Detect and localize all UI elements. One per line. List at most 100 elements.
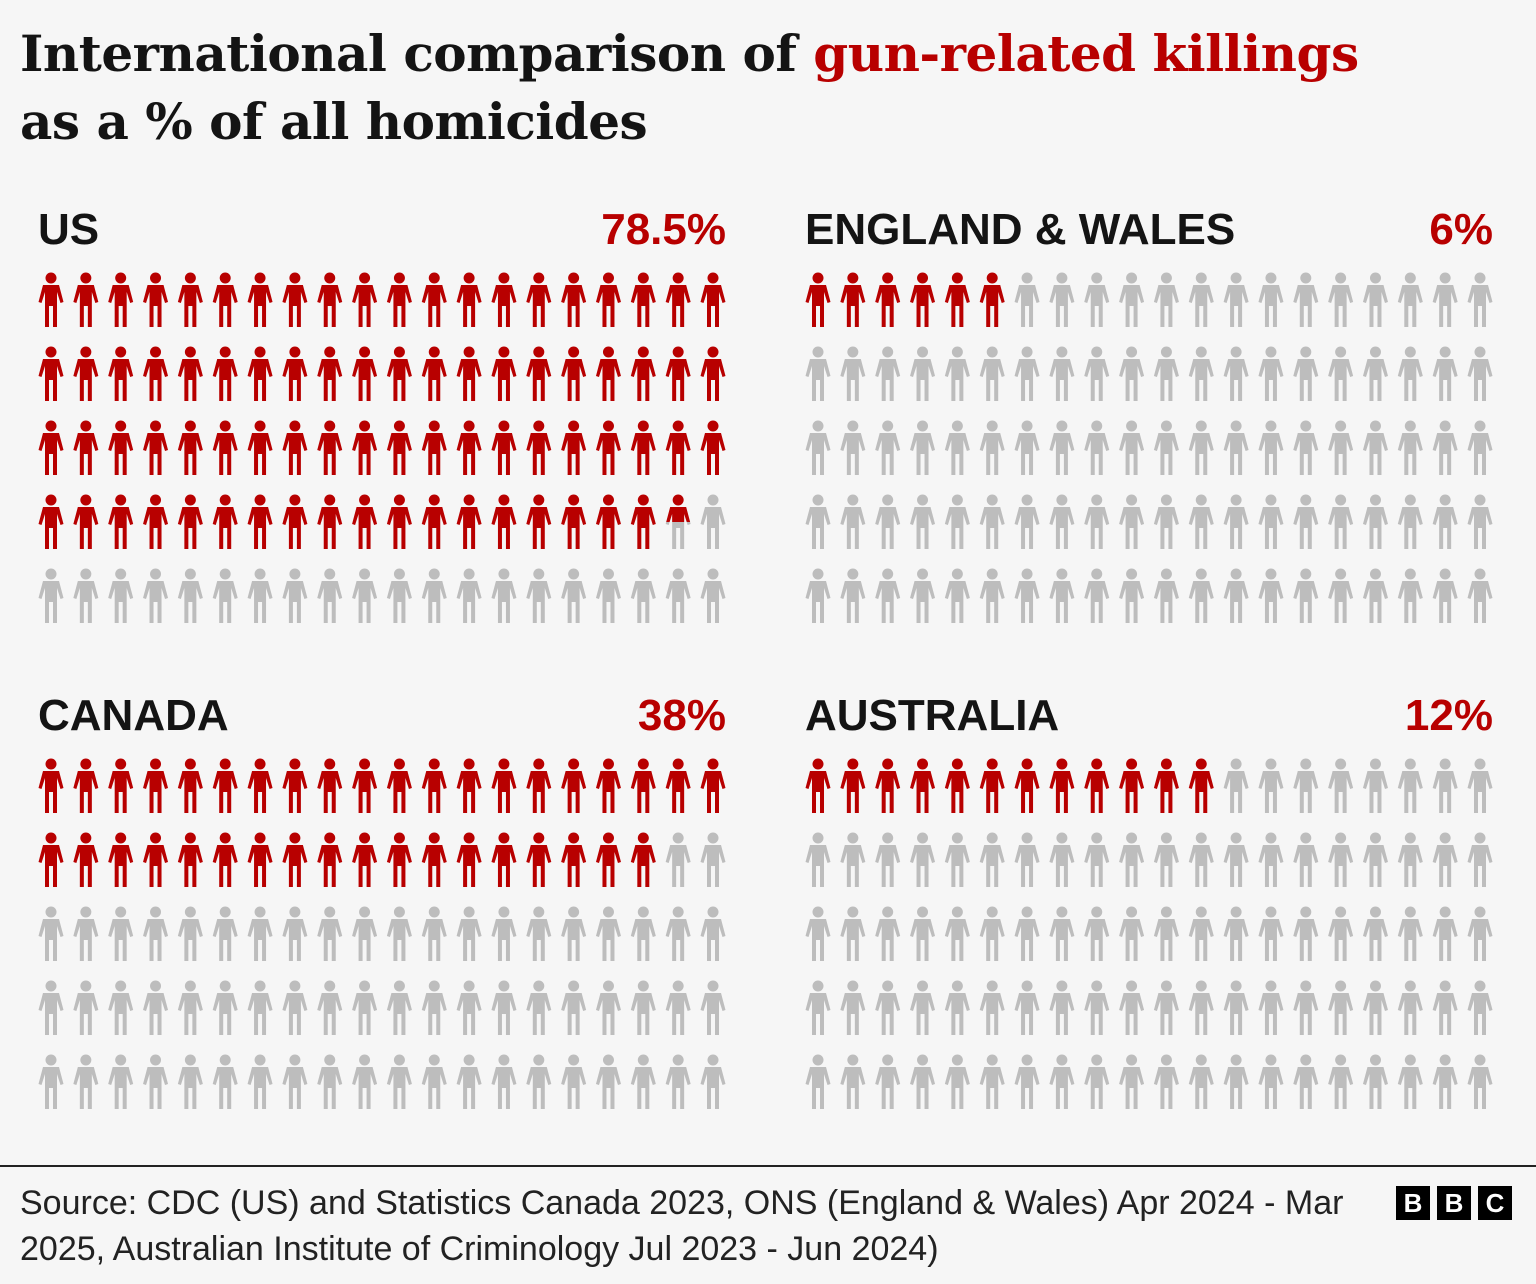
person-icon-highlighted	[143, 494, 169, 549]
person-icon	[875, 346, 901, 401]
person-icon	[352, 1054, 378, 1109]
person-icon-highlighted	[491, 832, 517, 887]
person-icon	[561, 980, 587, 1035]
person-icon-highlighted	[700, 346, 726, 401]
person-icon	[1223, 980, 1249, 1035]
person-icon	[944, 568, 970, 623]
person-icon	[561, 568, 587, 623]
person-icon	[840, 420, 866, 475]
person-icon	[1223, 272, 1249, 327]
person-icon	[1258, 1054, 1284, 1109]
person-icon	[456, 980, 482, 1035]
person-icon	[700, 980, 726, 1035]
person-icon	[1467, 272, 1493, 327]
person-icon	[1467, 758, 1493, 813]
person-icon	[317, 980, 343, 1035]
footer-divider	[0, 1165, 1536, 1167]
person-icon	[1258, 832, 1284, 887]
person-icon	[1467, 346, 1493, 401]
person-icon	[840, 568, 866, 623]
person-icon	[1362, 832, 1388, 887]
person-icon	[526, 1054, 552, 1109]
person-icon	[1467, 1054, 1493, 1109]
person-icon-highlighted	[352, 832, 378, 887]
person-icon	[212, 568, 238, 623]
person-icon-highlighted	[526, 758, 552, 813]
person-icon	[979, 906, 1005, 961]
person-icon	[1432, 1054, 1458, 1109]
person-icon-highlighted	[177, 832, 203, 887]
person-icon-highlighted	[143, 272, 169, 327]
person-icon-highlighted	[282, 832, 308, 887]
person-icon	[1223, 758, 1249, 813]
person-icon-highlighted	[630, 494, 656, 549]
panel-percentage: 38%	[637, 691, 726, 740]
person-icon	[1119, 906, 1145, 961]
person-icon	[38, 1054, 64, 1109]
person-icon-highlighted	[595, 420, 621, 475]
person-icon-highlighted	[143, 346, 169, 401]
person-icon	[595, 980, 621, 1035]
person-icon	[352, 906, 378, 961]
person-icon	[1432, 980, 1458, 1035]
person-icon	[1049, 832, 1075, 887]
person-icon	[386, 568, 412, 623]
person-icon-highlighted	[805, 758, 831, 813]
panel-name: ENGLAND & WALES	[805, 205, 1236, 254]
person-icon	[491, 568, 517, 623]
person-icon	[1049, 568, 1075, 623]
person-icon-highlighted	[630, 272, 656, 327]
person-icon-highlighted	[282, 420, 308, 475]
person-icon	[1223, 568, 1249, 623]
person-icon-highlighted	[526, 346, 552, 401]
person-icon	[1258, 272, 1284, 327]
person-icon	[1258, 906, 1284, 961]
person-icon-highlighted	[456, 420, 482, 475]
person-icon-highlighted	[108, 758, 134, 813]
person-icon-highlighted	[491, 346, 517, 401]
person-icon	[1258, 980, 1284, 1035]
person-icon	[1153, 906, 1179, 961]
person-icon-highlighted	[212, 420, 238, 475]
person-icon	[840, 494, 866, 549]
person-icon	[805, 346, 831, 401]
person-icon	[1432, 346, 1458, 401]
person-icon	[247, 980, 273, 1035]
person-icon	[1188, 420, 1214, 475]
person-icon	[1362, 420, 1388, 475]
person-icon	[1328, 832, 1354, 887]
person-icon	[1084, 272, 1110, 327]
person-icon-highlighted	[177, 346, 203, 401]
person-icon	[1362, 980, 1388, 1035]
panel-name: AUSTRALIA	[805, 691, 1060, 740]
person-icon-highlighted	[108, 420, 134, 475]
person-icon	[1049, 272, 1075, 327]
person-icon-highlighted	[630, 758, 656, 813]
person-icon	[979, 346, 1005, 401]
person-icon	[177, 1054, 203, 1109]
person-icon	[944, 346, 970, 401]
person-icon	[665, 568, 691, 623]
person-icon	[526, 980, 552, 1035]
person-icon	[1397, 494, 1423, 549]
person-icon-highlighted	[38, 494, 64, 549]
person-icon	[247, 906, 273, 961]
person-icon-highlighted	[491, 758, 517, 813]
person-icon	[875, 980, 901, 1035]
person-icon-highlighted	[526, 272, 552, 327]
person-icon	[282, 980, 308, 1035]
person-icon	[177, 980, 203, 1035]
person-icon	[1362, 1054, 1388, 1109]
person-icon	[910, 420, 936, 475]
person-icon	[1084, 1054, 1110, 1109]
person-icon-highlighted	[38, 758, 64, 813]
person-icon	[1223, 346, 1249, 401]
person-icon	[1258, 758, 1284, 813]
person-icon-highlighted	[352, 346, 378, 401]
person-icon	[979, 980, 1005, 1035]
person-icon-highlighted	[282, 346, 308, 401]
source-note: Source: CDC (US) and Statistics Canada 2…	[20, 1184, 1344, 1268]
person-icon-highlighted	[247, 272, 273, 327]
person-icon	[212, 1054, 238, 1109]
person-icon	[1153, 494, 1179, 549]
